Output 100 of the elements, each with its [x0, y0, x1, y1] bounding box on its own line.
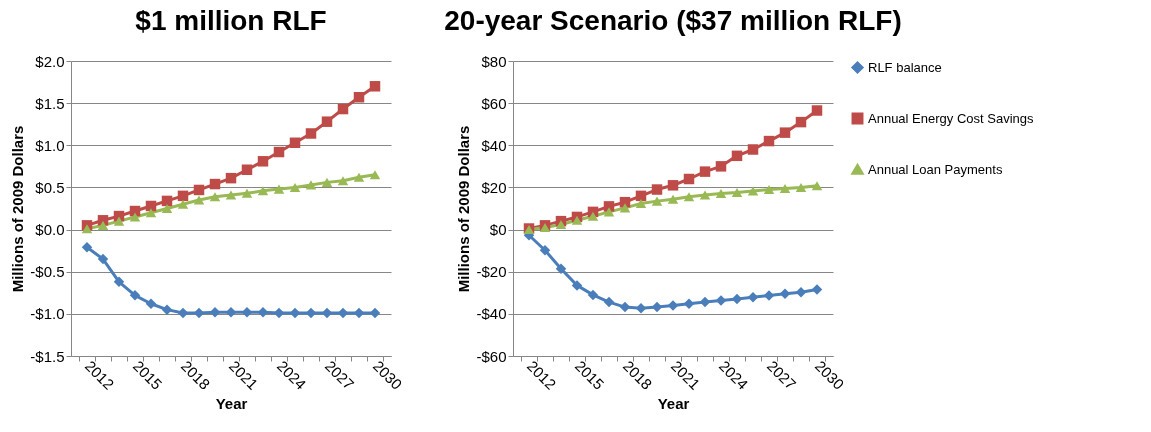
point: [795, 286, 807, 298]
point: [353, 92, 365, 103]
point: [113, 276, 125, 288]
point: [129, 212, 141, 222]
point: [305, 180, 317, 190]
point: [699, 296, 711, 308]
point: [667, 194, 679, 204]
point: [225, 190, 237, 200]
point: [571, 280, 583, 291]
point: [225, 172, 237, 184]
point: [257, 186, 269, 196]
point: [747, 186, 759, 196]
y-tick-label: $0.5: [35, 178, 65, 196]
point: [369, 170, 381, 180]
point: [699, 166, 711, 177]
point: [555, 263, 567, 275]
point: [651, 184, 663, 195]
y-tick-label: -$1.0: [30, 305, 65, 323]
y-tick-label: $60: [481, 94, 507, 112]
y-tick-label: $40: [481, 136, 507, 154]
y-tick-label: -$20: [476, 263, 507, 281]
point: [683, 298, 695, 309]
point: [177, 190, 189, 202]
point: [145, 208, 157, 218]
point: [289, 182, 301, 192]
y-tick-label: -$1.5: [30, 347, 65, 365]
x-axis-title: Year: [657, 394, 690, 412]
point: [97, 253, 109, 265]
point: [161, 304, 173, 315]
point: [241, 188, 253, 198]
point: [571, 215, 583, 225]
point: [539, 244, 551, 256]
point: [81, 224, 93, 234]
y-tick-label: $0.0: [35, 221, 65, 239]
point: [273, 184, 285, 194]
point: [603, 207, 615, 217]
y-tick-label: $80: [481, 52, 507, 70]
point: [619, 301, 631, 313]
point: [161, 203, 173, 214]
point: [683, 173, 695, 185]
point: [337, 103, 349, 115]
point: [145, 298, 157, 309]
y-tick-label: $1.5: [35, 94, 65, 112]
point: [667, 300, 679, 311]
point: [747, 291, 759, 303]
y-tick-label: -$40: [476, 305, 507, 323]
point: [603, 296, 615, 308]
point: [555, 219, 567, 230]
legend-label: Annual Loan Payments: [868, 161, 1003, 177]
y-tick-label: $1.0: [35, 136, 65, 154]
point: [225, 306, 237, 318]
chart-title: 20-year Scenario ($37 million RLF): [444, 5, 902, 36]
point: [257, 156, 269, 167]
point: [635, 302, 647, 314]
point: [715, 295, 727, 306]
legend-label: RLF balance: [868, 59, 942, 75]
point: [587, 211, 599, 221]
y-axis-title: Millions of 2009 Dollars: [9, 125, 27, 293]
point: [369, 81, 381, 92]
point: [273, 146, 285, 158]
point: [113, 216, 125, 226]
point: [795, 116, 807, 128]
point: [763, 290, 775, 301]
point: [811, 105, 823, 116]
point: [209, 178, 221, 190]
point: [763, 184, 775, 195]
point: [699, 190, 711, 200]
point: [811, 181, 823, 191]
point: [353, 172, 365, 182]
point: [683, 192, 695, 202]
point: [811, 284, 823, 295]
point: [305, 128, 317, 139]
y-tick-label: $0: [489, 221, 507, 239]
point: [635, 198, 647, 208]
point: [321, 116, 333, 127]
legend-label: Annual Energy Cost Savings: [868, 110, 1034, 126]
point: [667, 180, 679, 191]
point: [779, 183, 791, 194]
y-axis-title: Millions of 2009 Dollars: [455, 125, 473, 293]
point: [289, 137, 301, 148]
point: [795, 182, 807, 192]
point: [337, 176, 349, 186]
point: [97, 220, 109, 230]
y-tick-label: $2.0: [35, 52, 65, 70]
point: [731, 187, 743, 198]
x-axis-title: Year: [215, 394, 248, 412]
point: [747, 144, 759, 155]
point: [587, 289, 599, 301]
point: [241, 164, 253, 175]
point: [619, 203, 631, 213]
y-tick-label: -$60: [476, 347, 507, 365]
point: [715, 161, 727, 172]
point: [651, 301, 663, 313]
point: [177, 199, 189, 209]
point: [241, 306, 253, 318]
point: [763, 135, 775, 147]
point: [731, 150, 743, 162]
point: [321, 177, 333, 187]
point: [81, 242, 93, 253]
y-tick-label: $20: [481, 178, 507, 196]
